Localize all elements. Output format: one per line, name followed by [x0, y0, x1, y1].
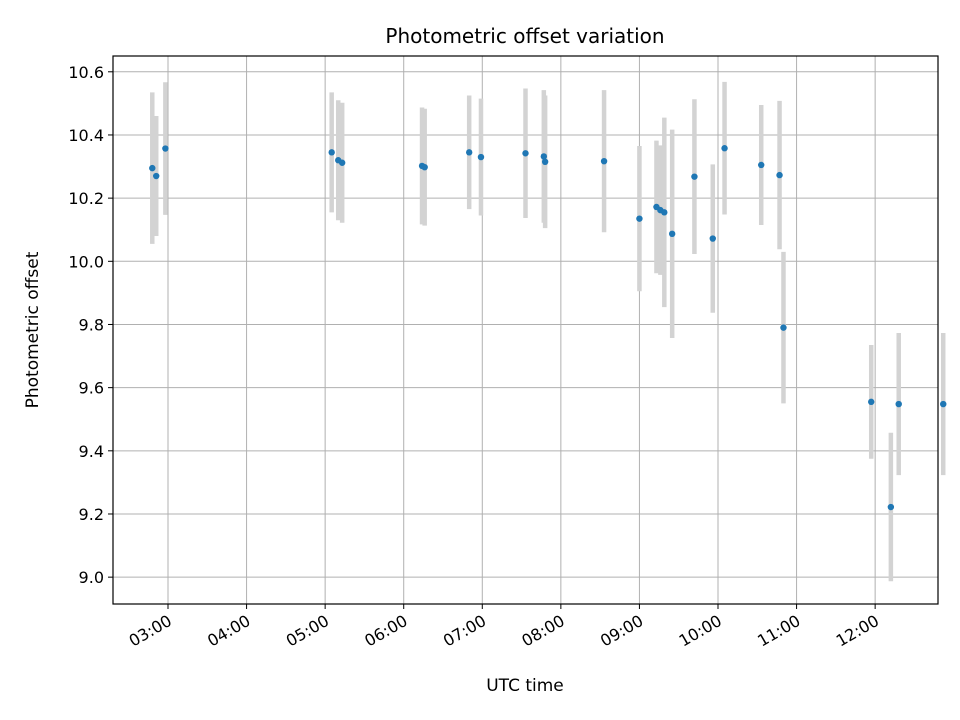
- y-tick-label: 9.8: [79, 315, 104, 334]
- x-tick-label: 07:00: [440, 611, 489, 651]
- data-points: [149, 145, 947, 511]
- data-point: [636, 215, 643, 222]
- data-point: [661, 209, 668, 216]
- data-point: [153, 172, 160, 180]
- x-tick-label: 06:00: [361, 611, 410, 651]
- data-point: [600, 157, 608, 165]
- y-tick-label: 10.4: [68, 126, 104, 145]
- data-point: [541, 158, 549, 166]
- data-point: [477, 153, 485, 161]
- data-point: [162, 145, 169, 152]
- data-point: [940, 400, 947, 408]
- y-tick-label: 9.2: [79, 505, 104, 524]
- data-point: [465, 149, 473, 156]
- x-tick-label: 11:00: [754, 611, 803, 651]
- data-point: [668, 230, 676, 238]
- y-tick-label: 9.4: [79, 442, 104, 461]
- y-axis-label: Photometric offset: [23, 251, 43, 408]
- chart-title: Photometric offset variation: [385, 24, 664, 48]
- x-tick-label: 05:00: [283, 611, 332, 651]
- data-point: [780, 324, 787, 331]
- grid: [113, 56, 938, 604]
- x-axis-label: UTC time: [486, 676, 564, 696]
- y-tick-label: 10.0: [68, 252, 104, 271]
- data-point: [776, 171, 783, 179]
- y-tick-label: 10.6: [68, 63, 104, 82]
- x-tick-label: 04:00: [204, 611, 253, 651]
- data-point: [540, 153, 548, 160]
- data-point: [328, 149, 335, 156]
- data-point: [721, 145, 728, 152]
- x-tick-label: 10:00: [676, 611, 725, 651]
- y-tick-label: 9.6: [79, 379, 104, 398]
- y-tick-label: 10.2: [68, 189, 104, 208]
- x-tick-label: 08:00: [518, 611, 567, 651]
- data-point: [868, 398, 875, 406]
- x-tick-label: 03:00: [126, 611, 175, 651]
- data-point: [149, 164, 156, 172]
- data-point: [895, 400, 902, 408]
- x-tick-label: 12:00: [833, 611, 882, 651]
- data-point: [421, 163, 428, 171]
- plot-frame: [112, 55, 939, 605]
- data-point: [709, 235, 716, 242]
- data-point: [522, 150, 529, 157]
- y-tick-label: 9.0: [79, 568, 104, 587]
- data-point: [887, 503, 895, 511]
- error-bars: [150, 81, 946, 582]
- x-tick-label: 09:00: [597, 611, 646, 651]
- data-point: [691, 173, 698, 180]
- data-point: [338, 159, 346, 166]
- data-point: [758, 161, 765, 169]
